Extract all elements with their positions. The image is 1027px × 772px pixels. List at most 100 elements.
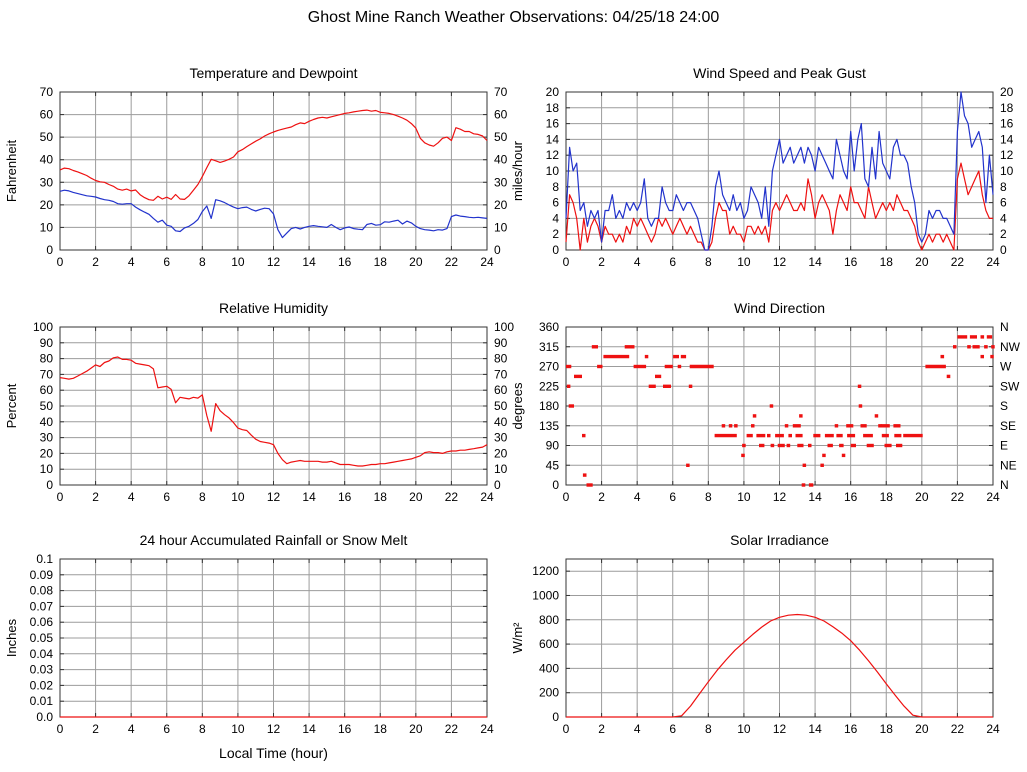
x-axis-label <box>566 745 993 763</box>
svg-text:16: 16 <box>1000 117 1014 131</box>
svg-text:0: 0 <box>552 478 559 492</box>
chart-wind-direction: Wind Direction 0 N 45 NE 90 E 135 SE 180 S 225 SW 27… <box>506 300 1027 531</box>
svg-text:0: 0 <box>563 255 570 269</box>
svg-text:80: 80 <box>40 352 54 366</box>
svg-text:0: 0 <box>46 243 53 257</box>
svg-text:6: 6 <box>163 255 170 269</box>
svg-text:6: 6 <box>163 722 170 736</box>
svg-text:2: 2 <box>598 490 605 504</box>
svg-text:0.09: 0.09 <box>30 568 54 582</box>
svg-text:0.04: 0.04 <box>30 647 54 661</box>
svg-text:10: 10 <box>737 255 751 269</box>
svg-text:10: 10 <box>1000 164 1014 178</box>
chart-solar-irradiance: Solar Irradiance 0 200 400 600 800 1000 1200 0 2… <box>506 532 1027 763</box>
svg-text:135: 135 <box>539 419 559 433</box>
svg-text:30: 30 <box>40 431 54 445</box>
svg-text:0.1: 0.1 <box>36 552 53 566</box>
svg-text:24: 24 <box>986 255 1000 269</box>
svg-text:30: 30 <box>494 175 508 189</box>
series-solar-irradiance <box>566 613 993 718</box>
svg-text:10: 10 <box>231 255 245 269</box>
svg-text:6: 6 <box>669 255 676 269</box>
svg-text:0: 0 <box>563 722 570 736</box>
chart-title: Solar Irradiance <box>730 532 829 548</box>
svg-text:800: 800 <box>539 613 559 627</box>
svg-text:20: 20 <box>409 255 423 269</box>
svg-text:0: 0 <box>563 490 570 504</box>
svg-text:12: 12 <box>546 148 560 162</box>
svg-text:4: 4 <box>634 722 641 736</box>
svg-text:20: 20 <box>409 722 423 736</box>
chart-title: Temperature and Dewpoint <box>189 65 358 81</box>
chart-rainfall: 24 hour Accumulated Rainfall or Snow Mel… <box>0 532 545 763</box>
svg-text:100: 100 <box>33 320 53 334</box>
svg-text:14: 14 <box>808 255 822 269</box>
svg-text:16: 16 <box>338 490 352 504</box>
x-axis-label <box>566 513 993 531</box>
svg-text:20: 20 <box>40 446 54 460</box>
svg-text:10: 10 <box>40 220 54 234</box>
svg-text:70: 70 <box>40 367 54 381</box>
series-peak-gust <box>565 91 994 251</box>
svg-text:12: 12 <box>773 255 787 269</box>
svg-text:22: 22 <box>951 255 965 269</box>
svg-text:10: 10 <box>231 722 245 736</box>
svg-text:24: 24 <box>480 255 494 269</box>
svg-text:16: 16 <box>338 722 352 736</box>
svg-text:20: 20 <box>546 85 560 99</box>
svg-text:14: 14 <box>808 722 822 736</box>
svg-text:200: 200 <box>539 686 559 700</box>
svg-text:16: 16 <box>844 722 858 736</box>
svg-text:0.0: 0.0 <box>36 710 53 724</box>
svg-text:2: 2 <box>92 490 99 504</box>
svg-text:40: 40 <box>40 153 54 167</box>
chart-title: 24 hour Accumulated Rainfall or Snow Mel… <box>139 532 408 548</box>
svg-text:90: 90 <box>40 336 54 350</box>
svg-text:22: 22 <box>445 255 459 269</box>
plot-border <box>59 91 488 251</box>
svg-text:2: 2 <box>92 255 99 269</box>
svg-text:70: 70 <box>40 85 54 99</box>
svg-text:4: 4 <box>128 255 135 269</box>
chart-title: Wind Speed and Peak Gust <box>693 65 866 81</box>
plot-border <box>565 91 994 251</box>
svg-text:0: 0 <box>57 722 64 736</box>
svg-text:22: 22 <box>951 722 965 736</box>
svg-text:12: 12 <box>773 490 787 504</box>
svg-text:14: 14 <box>302 722 316 736</box>
svg-text:16: 16 <box>844 490 858 504</box>
svg-text:60: 60 <box>40 108 54 122</box>
svg-text:30: 30 <box>40 175 54 189</box>
svg-text:8: 8 <box>552 180 559 194</box>
svg-text:20: 20 <box>494 446 508 460</box>
svg-text:SW: SW <box>1000 379 1020 393</box>
svg-text:18: 18 <box>880 722 894 736</box>
svg-text:0: 0 <box>552 710 559 724</box>
svg-text:6: 6 <box>1000 196 1007 210</box>
svg-text:0: 0 <box>494 478 501 492</box>
svg-text:18: 18 <box>374 255 388 269</box>
svg-text:4: 4 <box>128 722 135 736</box>
svg-text:6: 6 <box>669 490 676 504</box>
svg-text:50: 50 <box>40 399 54 413</box>
svg-text:20: 20 <box>1000 85 1014 99</box>
svg-text:12: 12 <box>773 722 787 736</box>
svg-text:90: 90 <box>494 336 508 350</box>
svg-text:4: 4 <box>552 211 559 225</box>
svg-text:4: 4 <box>634 255 641 269</box>
chart-temperature-dewpoint: Temperature and Dewpoint 0 0 10 10 20 20 30 30 4… <box>0 65 545 296</box>
svg-text:6: 6 <box>163 490 170 504</box>
series-wind-speed <box>565 162 993 251</box>
svg-text:10: 10 <box>494 220 508 234</box>
svg-text:70: 70 <box>494 367 508 381</box>
svg-text:100: 100 <box>494 320 514 334</box>
svg-text:0.03: 0.03 <box>30 663 54 677</box>
svg-text:10: 10 <box>40 462 54 476</box>
svg-text:0.08: 0.08 <box>30 584 54 598</box>
chart-wind-speed-gust: Wind Speed and Peak Gust 0 0 2 2 4 4 6 6 8 8 10 10 1… <box>506 65 1027 296</box>
svg-text:0: 0 <box>1000 243 1007 257</box>
svg-text:E: E <box>1000 439 1008 453</box>
svg-text:16: 16 <box>338 255 352 269</box>
svg-text:0: 0 <box>57 255 64 269</box>
